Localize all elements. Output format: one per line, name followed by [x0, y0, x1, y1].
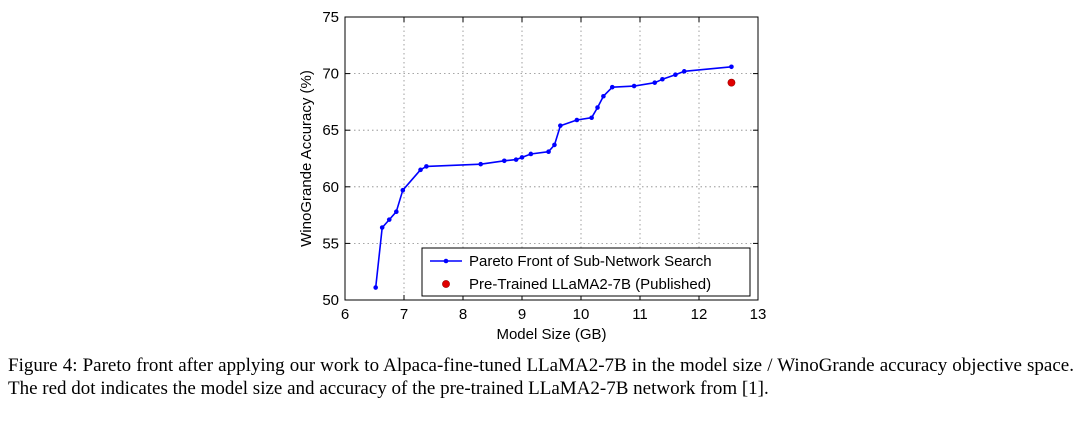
figure-caption: Figure 4: Pareto front after applying ou…: [8, 355, 1074, 399]
pareto-point: [552, 142, 557, 148]
pareto-front-line: [374, 66, 732, 288]
x-tick-label: 8: [459, 306, 467, 323]
legend-line-marker: [443, 258, 449, 264]
pareto-point: [601, 93, 606, 99]
y-tick-label: 60: [322, 179, 339, 196]
pareto-point: [513, 157, 519, 162]
pareto-point: [424, 164, 429, 169]
x-tick-label: 13: [750, 306, 767, 323]
plot-frame: [344, 16, 759, 301]
legend-point-marker: [442, 280, 450, 288]
series-layer: [373, 64, 736, 290]
legend-box: [421, 247, 751, 297]
pareto-point: [652, 80, 658, 85]
x-tick-labels: 6 7 8 9 10 11 12 13: [341, 306, 767, 323]
pareto-point: [589, 115, 594, 121]
pareto-point: [418, 167, 423, 173]
x-tick-label: 10: [573, 306, 590, 323]
pareto-point: [609, 84, 615, 90]
x-tick-label: 6: [341, 306, 349, 323]
y-tick-label: 75: [322, 9, 339, 26]
pareto-point: [631, 83, 637, 89]
pareto-point: [400, 187, 406, 193]
grid-lines: [345, 17, 758, 300]
x-tick-label: 7: [400, 306, 408, 323]
pareto-point: [502, 158, 507, 164]
y-tick-label: 65: [322, 122, 339, 139]
pareto-point: [660, 76, 665, 82]
pareto-point: [528, 151, 534, 157]
y-tick-label: 50: [322, 292, 339, 309]
x-axis-title: Model Size (GB): [496, 326, 606, 343]
pareto-point: [681, 69, 687, 74]
y-axis-title: WinoGrande Accuracy (%): [298, 70, 315, 247]
legend: Pareto Front of Sub-Network Search Pre-T…: [421, 247, 751, 297]
pareto-point: [574, 117, 580, 123]
pareto-point: [379, 225, 385, 230]
pareto-chart: 6 7 8 9 10 11 12 13 50 55 60 65 70 75 Model Size (GB…: [298, 9, 767, 343]
y-tick-label: 55: [322, 235, 339, 252]
pareto-point: [386, 217, 392, 222]
pareto-point: [673, 72, 678, 78]
pareto-point: [478, 161, 484, 167]
pareto-point: [729, 64, 734, 70]
pareto-point: [394, 209, 399, 215]
y-tick-labels: 50 55 60 65 70 75: [322, 9, 339, 309]
pareto-point: [558, 123, 563, 128]
x-tick-label: 12: [691, 306, 708, 323]
legend-label-pretrained: Pre-Trained LLaMA2-7B (Published): [469, 276, 711, 293]
pretrained-point: [727, 78, 736, 87]
x-tick-label: 11: [632, 306, 648, 323]
pareto-point: [373, 285, 378, 290]
y-tick-label: 70: [322, 66, 339, 83]
pareto-point: [546, 149, 551, 155]
pareto-point: [595, 105, 600, 110]
pareto-point: [519, 155, 525, 160]
legend-label-pareto: Pareto Front of Sub-Network Search: [469, 253, 712, 270]
x-tick-label: 9: [518, 306, 526, 323]
